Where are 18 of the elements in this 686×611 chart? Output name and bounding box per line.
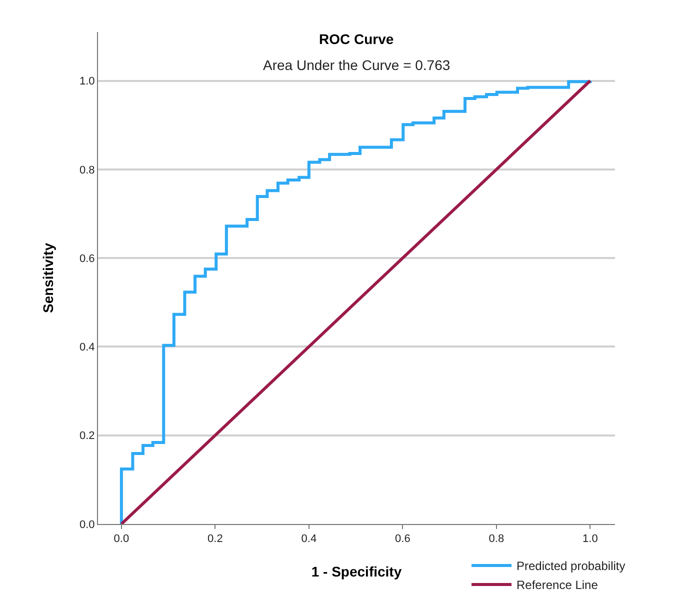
y-tick-label: 0.0 <box>80 518 95 531</box>
x-tick-label: 0.0 <box>114 533 130 546</box>
legend-label: Predicted probability <box>516 559 626 574</box>
x-tick-label: 0.4 <box>301 533 317 546</box>
x-tick-label: 0.2 <box>208 533 223 546</box>
x-tick-label: 0.6 <box>395 533 410 546</box>
y-tick-label: 0.8 <box>80 164 95 176</box>
y-tick-label: 0.4 <box>80 342 95 354</box>
legend-label: Reference Line <box>516 578 598 592</box>
chart-title: ROC Curve <box>319 31 394 47</box>
x-tick-label: 0.8 <box>488 533 504 546</box>
x-tick-label: 1.0 <box>582 533 598 546</box>
text: Area Under the Curve = 0.763 <box>263 57 450 73</box>
x-axis-title: 1 - Specificity <box>311 564 402 580</box>
y-tick-label: 1.0 <box>80 76 95 88</box>
y-axis-title: Sensitivity <box>40 242 56 314</box>
y-tick-label: 0.2 <box>80 430 95 442</box>
y-tick-label: 0.6 <box>80 252 95 265</box>
